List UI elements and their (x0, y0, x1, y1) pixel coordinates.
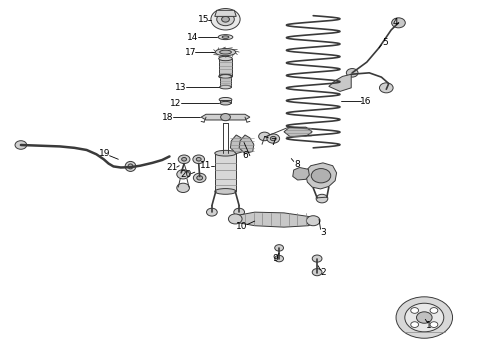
Ellipse shape (220, 75, 231, 78)
Circle shape (346, 68, 358, 77)
Circle shape (177, 170, 190, 179)
Text: 11: 11 (200, 161, 212, 170)
Circle shape (217, 13, 234, 26)
Text: 19: 19 (99, 149, 110, 158)
Circle shape (405, 303, 444, 332)
Text: 20: 20 (181, 170, 192, 179)
Ellipse shape (219, 57, 232, 61)
Ellipse shape (219, 74, 232, 78)
Polygon shape (201, 114, 250, 120)
Ellipse shape (125, 161, 136, 171)
Circle shape (220, 113, 230, 121)
Ellipse shape (220, 102, 231, 105)
Circle shape (15, 141, 27, 149)
Circle shape (221, 17, 229, 22)
Circle shape (316, 194, 328, 203)
Circle shape (177, 183, 190, 193)
Text: 16: 16 (360, 97, 371, 106)
Ellipse shape (222, 36, 229, 39)
Circle shape (311, 168, 331, 183)
Polygon shape (293, 167, 309, 180)
Text: 9: 9 (272, 254, 278, 263)
Circle shape (234, 208, 245, 216)
Polygon shape (215, 10, 236, 17)
Circle shape (197, 176, 202, 180)
Circle shape (270, 136, 276, 141)
Text: 5: 5 (382, 37, 388, 46)
Text: 8: 8 (295, 160, 300, 169)
Polygon shape (239, 135, 254, 154)
Circle shape (275, 255, 284, 262)
Polygon shape (220, 100, 231, 103)
Circle shape (211, 9, 240, 30)
Polygon shape (235, 212, 318, 227)
Ellipse shape (215, 150, 236, 156)
Text: 2: 2 (320, 268, 326, 277)
Text: 12: 12 (170, 99, 181, 108)
Polygon shape (284, 127, 312, 136)
Circle shape (411, 322, 418, 328)
Circle shape (416, 312, 432, 323)
Polygon shape (215, 153, 236, 192)
Polygon shape (306, 163, 337, 189)
Ellipse shape (219, 98, 232, 102)
Circle shape (267, 134, 280, 143)
Circle shape (194, 173, 206, 183)
Circle shape (430, 322, 438, 328)
Polygon shape (220, 76, 231, 87)
Polygon shape (329, 74, 351, 91)
Circle shape (275, 245, 284, 251)
Circle shape (430, 307, 438, 313)
Text: 13: 13 (175, 83, 186, 92)
Circle shape (396, 297, 453, 338)
Text: 3: 3 (320, 228, 326, 237)
Ellipse shape (218, 35, 233, 40)
Circle shape (178, 155, 190, 163)
Text: 1: 1 (426, 321, 432, 330)
Ellipse shape (215, 189, 236, 194)
Circle shape (392, 18, 405, 28)
Circle shape (206, 208, 217, 216)
Circle shape (182, 157, 187, 161)
Text: 10: 10 (236, 222, 248, 231)
Text: 18: 18 (162, 113, 174, 122)
Circle shape (196, 157, 201, 161)
Circle shape (228, 214, 242, 224)
Ellipse shape (220, 50, 231, 54)
Circle shape (193, 155, 204, 163)
Text: 15: 15 (198, 15, 209, 24)
Ellipse shape (128, 164, 133, 169)
Ellipse shape (220, 85, 231, 89)
Circle shape (306, 216, 320, 226)
Polygon shape (230, 135, 245, 154)
Ellipse shape (215, 49, 236, 56)
Circle shape (312, 255, 322, 262)
Text: 7: 7 (270, 138, 276, 147)
Text: 14: 14 (187, 33, 198, 42)
Circle shape (312, 269, 322, 276)
Polygon shape (219, 59, 232, 76)
Text: 17: 17 (185, 48, 196, 57)
Circle shape (259, 132, 270, 141)
Circle shape (411, 307, 418, 313)
Text: 21: 21 (166, 163, 177, 172)
Text: 4: 4 (392, 18, 398, 27)
Text: 6: 6 (242, 151, 248, 160)
Circle shape (379, 83, 393, 93)
